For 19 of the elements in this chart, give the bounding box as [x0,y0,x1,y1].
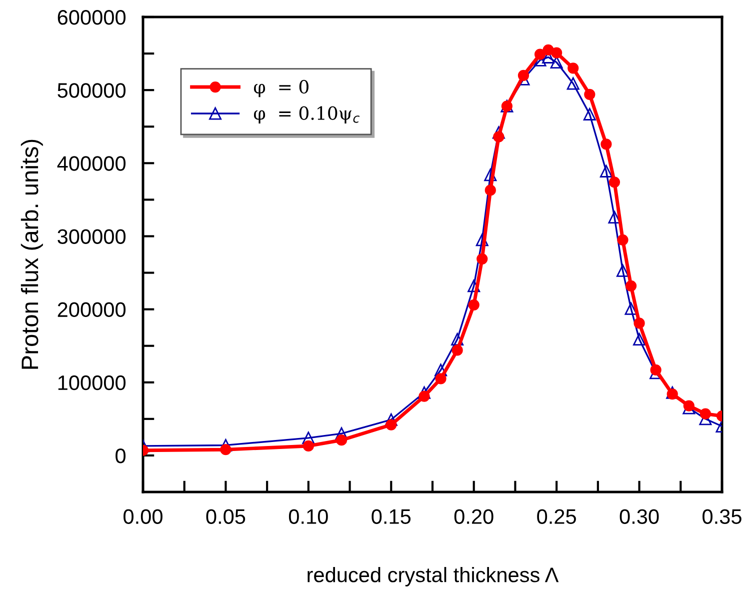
y-tick-label: 500000 [58,83,126,98]
x-tick-label: 0.30 [620,509,659,524]
x-axis-title: reduced crystal thickness Λ [308,566,559,586]
x-tick-label: 0.15 [372,509,411,524]
y-tick-label: 100000 [58,375,126,390]
legend-label: φ = 0.10ψ$_{c}$ [254,106,360,124]
y-tick-label: 200000 [58,302,126,318]
y-tick-label: 0 [116,448,126,464]
y-tick-label: 600000 [58,10,126,25]
y-axis-title: Proton flux (arb. units) [20,140,43,369]
x-tick-label: 0.25 [537,509,576,524]
y-tick-label: 400000 [57,156,126,171]
y-tick-label: 300000 [58,229,126,244]
x-tick-label: 0.20 [454,509,494,524]
x-tick-label: 0.35 [702,509,742,524]
x-tick-label: 0.00 [124,509,162,524]
x-tick-label: 0.10 [288,509,328,524]
legend-label: φ = 0 [254,80,308,98]
x-tick-label: 0.05 [206,509,246,524]
